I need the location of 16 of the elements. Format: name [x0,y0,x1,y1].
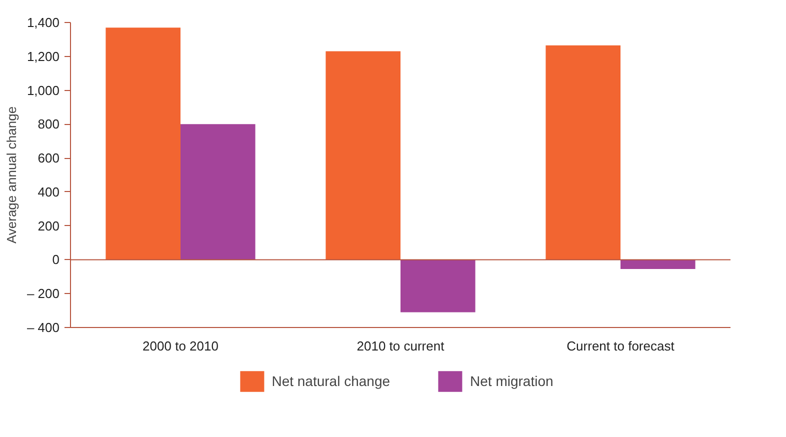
y-axis-title: Average annual change [4,106,19,244]
y-tick-label: 1,400 [26,15,60,30]
y-tick-label: 800 [38,116,60,132]
y-tick-label: 1,200 [26,48,60,64]
x-tick-label: 2010 to current [356,338,445,354]
y-tick-label: 200 [38,218,60,234]
legend-label: Net migration [470,373,554,389]
y-tick-label: 0 [52,252,60,268]
y-tick-label: 600 [38,150,60,166]
x-tick-label: Current to forecast [566,338,675,354]
y-tick-label: 1,000 [26,82,60,98]
x-tick-label: 2000 to 2010 [142,338,218,354]
y-tick-label: – 200 [26,286,60,302]
y-tick-label: 400 [38,184,60,200]
legend-label: Net natural change [272,373,390,389]
y-tick-label: – 400 [26,320,60,335]
